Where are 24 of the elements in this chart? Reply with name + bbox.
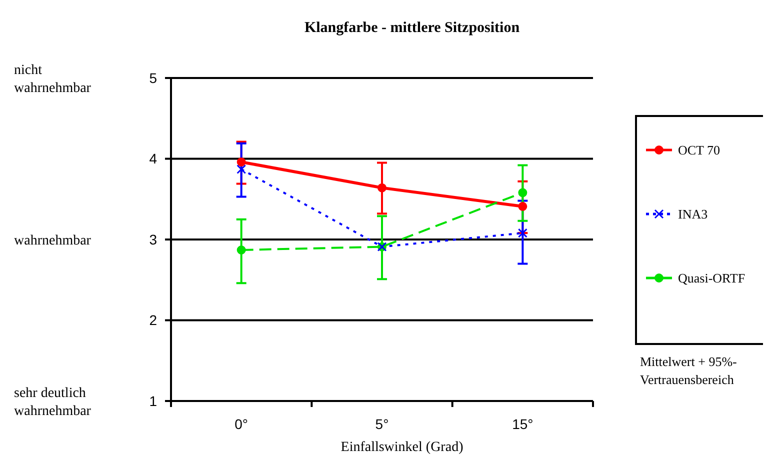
y-tick-label: 2 bbox=[149, 312, 158, 328]
point bbox=[378, 183, 386, 192]
y-tick-label: 1 bbox=[149, 392, 158, 409]
legend-label: OCT 70 bbox=[678, 142, 720, 158]
chart-title: Klangfarbe - mittlere Sitzposition bbox=[304, 20, 520, 36]
text: sehr deutlich wahrnehmbar bbox=[14, 386, 92, 419]
point bbox=[236, 164, 246, 174]
y-tick-label: 3 bbox=[149, 231, 158, 248]
x-axis-title: Einfallswinkel (Grad) bbox=[340, 440, 464, 455]
legend-label: Quasi-ORTF bbox=[678, 270, 746, 286]
point bbox=[518, 188, 528, 198]
y-tick-label: 5 bbox=[149, 70, 158, 86]
text: Mittelwert + 95%-Vertrauensbereich bbox=[640, 354, 737, 387]
point bbox=[236, 245, 246, 254]
x-tick-label: 15° bbox=[512, 416, 534, 432]
point bbox=[518, 228, 528, 238]
point bbox=[236, 157, 246, 166]
legend-label: INA3 bbox=[678, 206, 708, 222]
point bbox=[518, 202, 528, 211]
text: wahrnehmbar bbox=[14, 233, 92, 248]
text: nicht wahrnehmbar bbox=[14, 62, 92, 96]
x-tick-label: 5° bbox=[375, 416, 389, 432]
y-tick-label: 4 bbox=[149, 150, 158, 167]
x-tick-label: 0° bbox=[234, 416, 248, 432]
